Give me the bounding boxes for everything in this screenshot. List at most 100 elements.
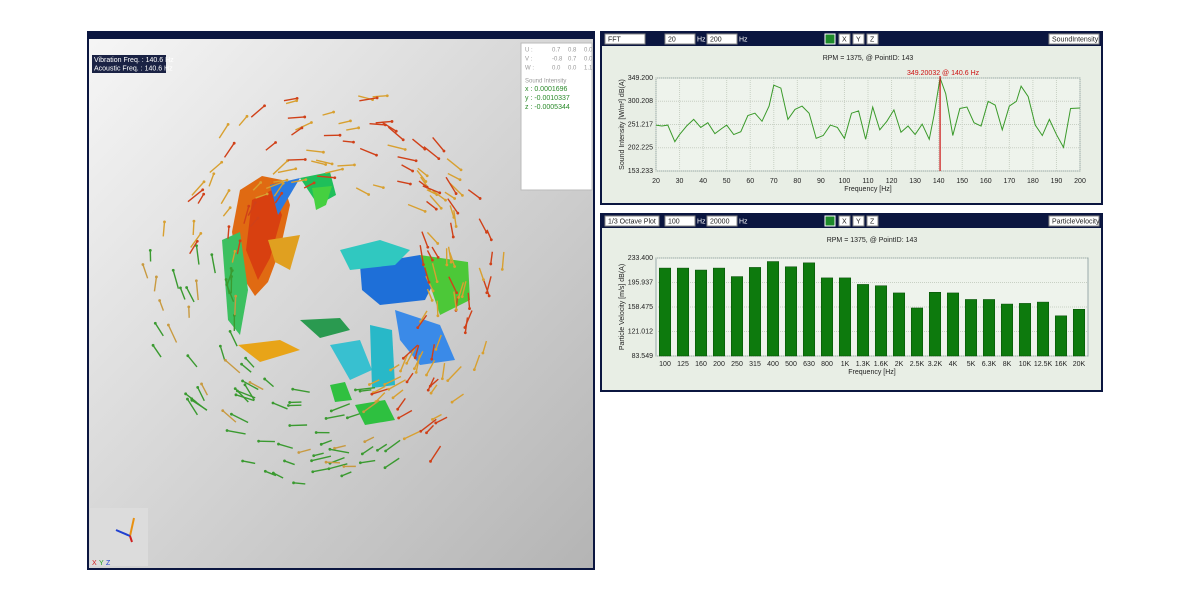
mode-label-box[interactable] (604, 215, 660, 227)
arrow (490, 251, 494, 265)
arrow (303, 182, 315, 189)
arrow-head (281, 181, 285, 185)
arrow (430, 384, 438, 394)
arrow (482, 340, 488, 354)
x-tick-label: 1.3K (856, 361, 871, 368)
arrow-head (446, 379, 450, 383)
axis-button-box[interactable] (866, 215, 879, 227)
axis-button-box[interactable] (838, 215, 851, 227)
arrow-head (187, 305, 191, 309)
arrow-head (457, 295, 461, 299)
arrow-head (478, 197, 482, 200)
arrow-head (423, 147, 427, 151)
quantity-button-box[interactable] (1048, 33, 1100, 45)
arrow-head (422, 263, 425, 267)
arrow (195, 245, 200, 265)
freq-label: Acoustic Freq. : 140.6 Hz (94, 65, 173, 72)
arrow (449, 222, 454, 238)
arrow (453, 210, 457, 227)
to-input-box[interactable] (706, 33, 738, 45)
arrow-head (389, 368, 392, 372)
arrow-head (341, 167, 344, 171)
x-tick-label: 150 (956, 178, 968, 185)
arrow-head (431, 417, 434, 421)
arrow-head (274, 141, 277, 144)
arrow-head (233, 387, 237, 391)
bar (892, 292, 906, 357)
arrow-head (263, 377, 267, 381)
arrow-head (224, 278, 228, 281)
arrow (283, 97, 298, 102)
arrow-head (384, 449, 388, 453)
arrow-head (385, 94, 389, 98)
arrow (162, 221, 166, 237)
arrow (247, 202, 256, 216)
surface (330, 382, 352, 402)
arrow (420, 418, 437, 432)
arrow (284, 460, 295, 466)
arrow-head (439, 206, 443, 210)
from-input-box[interactable] (664, 215, 696, 227)
arrow (285, 99, 297, 105)
to-input-box[interactable] (706, 215, 738, 227)
mode-label-box[interactable] (604, 33, 646, 45)
arrow-head (362, 410, 366, 414)
bar (982, 299, 996, 357)
arrow (381, 121, 397, 132)
arrow-head (413, 367, 416, 371)
arrow-head (370, 392, 374, 396)
arrow-head (481, 351, 485, 355)
arrow-head (396, 407, 400, 411)
from-input-box[interactable] (664, 33, 696, 45)
x-tick-label: 160 (695, 361, 707, 368)
arrow (402, 344, 419, 359)
bar (694, 269, 708, 357)
arrow-head (195, 244, 198, 248)
arrow-head (405, 361, 409, 365)
color-button[interactable] (824, 33, 836, 45)
arrow (273, 472, 284, 479)
arrow-head (230, 412, 233, 416)
y-tick-label: 153.233 (628, 168, 653, 175)
arrow (387, 126, 404, 141)
color-button[interactable] (824, 215, 836, 227)
surface (270, 178, 300, 215)
arrow (337, 164, 355, 167)
arrow (385, 439, 401, 452)
arrow-head (482, 278, 485, 281)
arrow (441, 362, 446, 379)
surface (355, 400, 395, 425)
bar (1054, 315, 1068, 357)
axis-button-box[interactable] (852, 33, 865, 45)
info-box (520, 42, 593, 191)
arrow (190, 232, 202, 248)
x-tick-label: 400 (767, 361, 779, 368)
arrow (431, 263, 438, 282)
arrow-head (399, 369, 402, 373)
arrow (387, 144, 406, 151)
axis-button-box[interactable] (838, 33, 851, 45)
arrow (250, 105, 266, 118)
arrow-head (394, 129, 398, 133)
surface (300, 318, 350, 338)
arrow (211, 254, 216, 274)
arrow (448, 276, 458, 294)
arrow (289, 424, 308, 427)
arrow-head (383, 382, 387, 386)
axis-button-box[interactable] (852, 215, 865, 227)
axis-button: Z (870, 36, 875, 43)
arrow (242, 380, 259, 391)
axis-button-box[interactable] (866, 33, 879, 45)
quantity-button-box[interactable] (1048, 215, 1100, 227)
intensity-values: x : 0.0001696 y : -0.0010337 z : -0.000534… (525, 86, 570, 111)
arrow (234, 388, 249, 403)
arrow-head (485, 291, 489, 295)
y-axis-label: Particle Velocity [m/s] dB(A) (619, 264, 626, 350)
freq-label-bg (92, 55, 166, 73)
x-tick-label: 110 (862, 178, 873, 185)
arrow-head (460, 193, 464, 197)
arrow (292, 388, 310, 393)
arrow (231, 251, 236, 263)
arrow-head (426, 245, 430, 249)
arrow-head (324, 460, 328, 464)
